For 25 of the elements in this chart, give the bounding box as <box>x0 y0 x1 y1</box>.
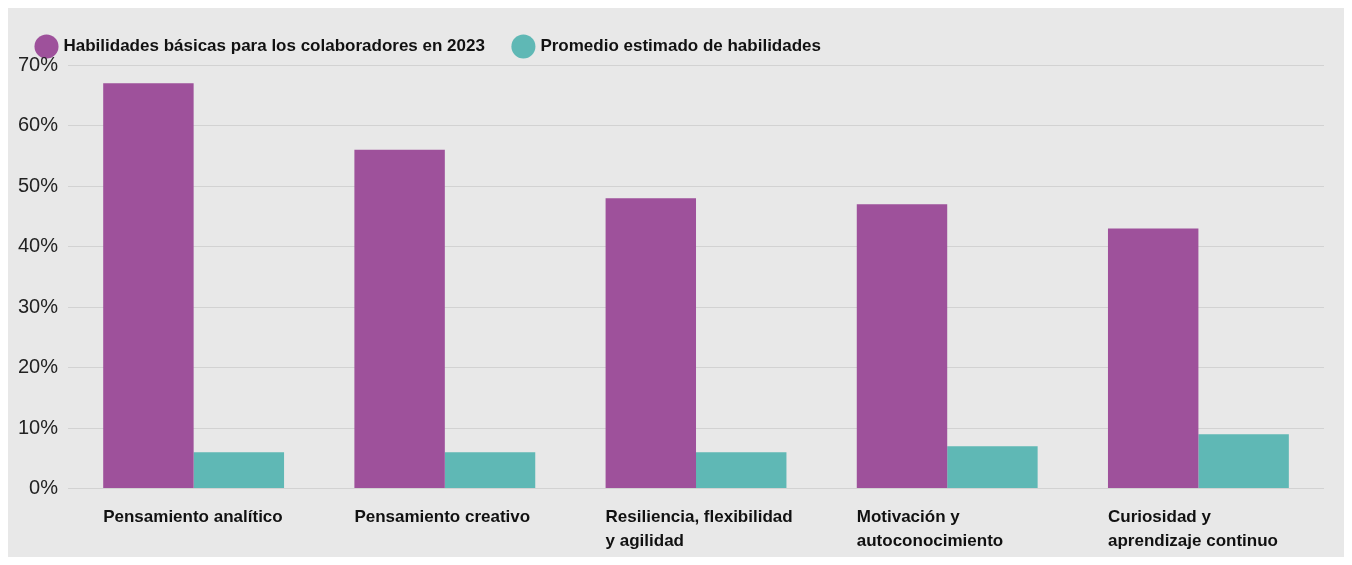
legend-label: Habilidades básicas para los colaboradores en 2023 <box>63 36 485 56</box>
legend-label: Promedio estimado de habilidades <box>540 36 821 56</box>
x-tick-label: Pensamiento analítico <box>103 506 283 526</box>
x-tick-label: Resiliencia, flexibilidad y agilidad <box>605 506 793 550</box>
bar <box>856 204 948 489</box>
y-tick-label: 50% <box>18 173 59 196</box>
bar <box>1107 228 1199 489</box>
y-tick-label: 30% <box>18 294 59 317</box>
bar <box>1198 434 1289 489</box>
y-tick-label: 40% <box>18 234 59 257</box>
y-tick-label: 0% <box>29 476 59 499</box>
y-tick-label: 20% <box>18 355 59 378</box>
bar <box>947 446 1038 489</box>
bar <box>354 149 445 489</box>
bar <box>193 452 285 489</box>
bar <box>103 83 194 489</box>
x-tick-label: Motivación y autoconocimiento <box>856 506 1004 550</box>
y-tick-label: 10% <box>18 415 59 438</box>
x-tick-label: Pensamiento creativo <box>354 506 531 526</box>
bar <box>605 198 697 489</box>
y-tick-label: 60% <box>18 113 59 136</box>
bar <box>444 452 536 489</box>
x-tick-label: Curiosidad y aprendizaje continuo <box>1107 506 1278 550</box>
y-tick-label: 70% <box>18 52 59 75</box>
bar <box>696 452 787 489</box>
